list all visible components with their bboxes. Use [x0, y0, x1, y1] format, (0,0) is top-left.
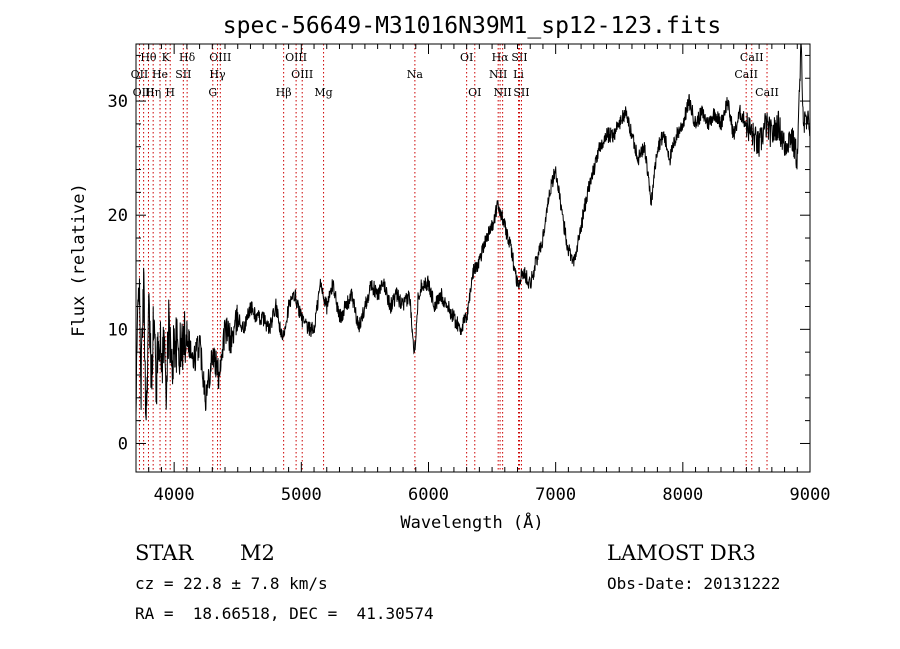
line-marker-label: SII [175, 68, 191, 81]
line-marker-label: Na [407, 68, 424, 81]
object-subclass: M2 [240, 541, 275, 565]
line-marker-label: Li [513, 68, 524, 81]
line-marker-label: Mg [314, 86, 332, 99]
plot-frame [135, 43, 811, 473]
x-tick-label: 7000 [535, 485, 576, 505]
spectrum-line [135, 43, 811, 421]
line-marker-label: Hδ [179, 51, 196, 64]
line-marker-label: SII [511, 51, 527, 64]
line-marker-label: Hθ [140, 51, 157, 64]
spectrum-series [135, 43, 811, 421]
coordinates-text: RA = 18.66518, DEC = 41.30574 [135, 604, 434, 623]
line-marker-label: OIII [133, 86, 155, 99]
line-marker-label: CaII [740, 51, 764, 64]
y-tick-label: 0 [118, 434, 128, 454]
x-tick-label: 6000 [408, 485, 449, 505]
line-marker-label: He [152, 68, 168, 81]
x-tick-label: 9000 [790, 485, 831, 505]
line-marker-label: H [165, 86, 175, 99]
object-type: STAR [135, 541, 194, 565]
line-marker-label: OIII [285, 51, 307, 64]
line-marker-label: NII [489, 68, 507, 81]
line-marker-label: Hα [492, 51, 510, 64]
x-tick-label: 8000 [662, 485, 703, 505]
line-marker-label: OI [468, 86, 481, 99]
line-marker-label: NII [493, 86, 511, 99]
line-marker-label: OIII [209, 51, 231, 64]
line-marker-label: OIII [291, 68, 313, 81]
x-axis-label: Wavelength (Å) [400, 511, 543, 533]
line-marker-label: Hγ [209, 68, 226, 81]
line-marker-label: CaII [755, 86, 779, 99]
redshift-text: cz = 22.8 ± 7.8 km/s [135, 574, 328, 593]
y-tick-label: 10 [108, 320, 128, 340]
axes: 4000 5000 6000 7000 8000 9000 0 10 20 30 [108, 44, 831, 505]
y-axis-label: Flux (relative) [69, 183, 89, 337]
x-tick-label: 5000 [281, 485, 322, 505]
line-marker-label: G [208, 86, 217, 99]
y-tick-label: 30 [108, 92, 128, 112]
line-marker-label: Hη [145, 86, 161, 99]
line-marker-label: Hβ [276, 86, 292, 99]
chart-title: spec-56649-M31016N39M1_sp12-123.fits [223, 13, 722, 39]
y-tick-label: 20 [108, 206, 128, 226]
obs-date-text: Obs-Date: 20131222 [607, 574, 780, 593]
line-marker-label: K [162, 51, 171, 64]
line-marker-label: OI [460, 51, 473, 64]
line-marker-label: CaII [734, 68, 758, 81]
line-marker-label: SII [513, 86, 529, 99]
x-tick-label: 4000 [154, 485, 195, 505]
line-marker-label: OII [131, 68, 149, 81]
survey-name: LAMOST DR3 [607, 541, 756, 565]
